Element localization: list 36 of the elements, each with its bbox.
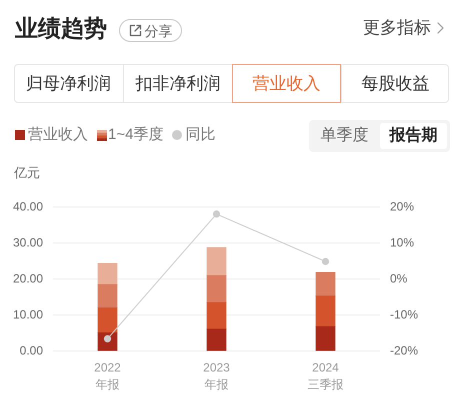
legend-label: 同比 <box>185 126 216 144</box>
y2-tick-label: 10% <box>390 235 414 250</box>
tab[interactable]: 每股收益 <box>341 64 449 103</box>
y-tick-label: 20.00 <box>12 271 44 286</box>
segment-button[interactable]: 报告期 <box>380 123 447 149</box>
bar <box>98 262 118 285</box>
x-tick-label: 2023 年报 <box>203 360 230 392</box>
share-button[interactable]: 分享 <box>119 19 182 42</box>
segment-button[interactable]: 单季度 <box>311 123 378 149</box>
bar <box>316 272 336 296</box>
bar <box>206 328 226 351</box>
legend-label: 营业收入 <box>28 126 88 144</box>
y-tick-label: 0.00 <box>20 343 44 358</box>
more-link[interactable]: 更多指标 <box>363 19 444 37</box>
bar <box>206 247 226 276</box>
x-tick-label: 2024 三季报 <box>308 360 344 392</box>
tab[interactable]: 归母净利润 <box>14 64 123 103</box>
bar <box>98 284 118 308</box>
bar <box>206 302 226 330</box>
point <box>322 258 330 266</box>
y-axis-title: 亿元 <box>14 165 40 180</box>
y-tick-label: 40.00 <box>12 200 44 214</box>
bar <box>206 275 226 303</box>
y2-tick-label: -10% <box>390 307 418 322</box>
y2-tick-label: 20% <box>390 200 414 214</box>
bar <box>98 308 118 333</box>
x-tick-label: 2022 年报 <box>94 360 122 392</box>
bar <box>316 296 336 327</box>
chart-title: 业绩趋势 <box>15 15 107 41</box>
text: 1~4季度 <box>108 126 164 144</box>
y2-tick-label: 0% <box>390 271 408 286</box>
bar <box>316 326 336 351</box>
y-tick-label: 30.00 <box>12 235 44 250</box>
y2-tick-label: -20% <box>390 343 418 358</box>
y-tick-label: 10.00 <box>12 307 44 322</box>
point <box>212 210 220 218</box>
